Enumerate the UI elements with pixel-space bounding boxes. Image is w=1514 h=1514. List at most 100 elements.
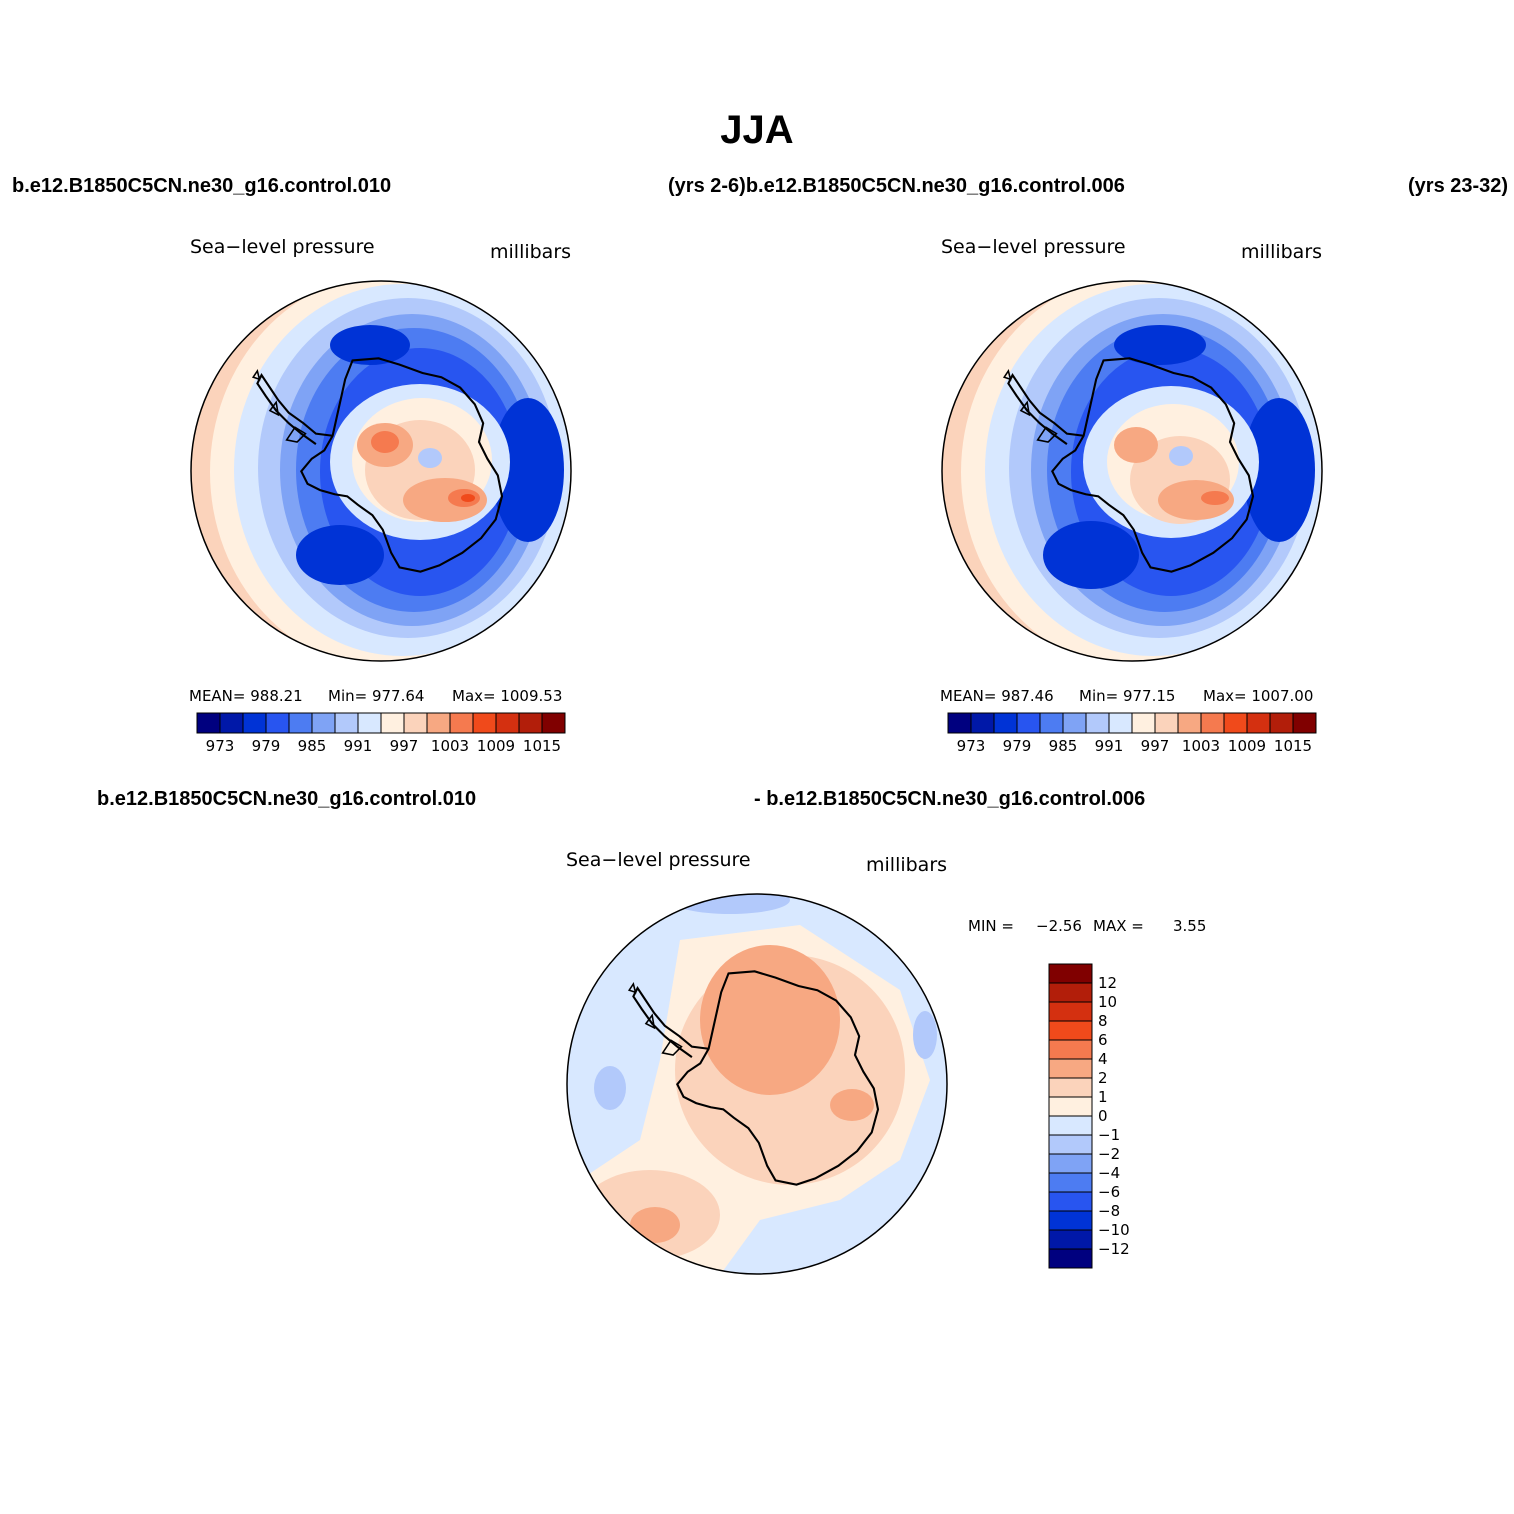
panel1-field-label: Sea−level pressure [190, 236, 375, 258]
map-panel-case1 [190, 280, 572, 662]
colorbar-swatch [1048, 1115, 1093, 1136]
map-panel-difference [566, 893, 948, 1275]
colorbar-tick-label: 973 [206, 737, 235, 755]
colorbar-swatch [1154, 712, 1179, 734]
panel3-field-label: Sea−level pressure [566, 849, 751, 871]
colorbar-tick-label: 1003 [431, 737, 469, 755]
colorbar-swatch [1131, 712, 1156, 734]
panel1-max: Max= 1009.53 [452, 687, 563, 705]
colorbar-swatch [1062, 712, 1087, 734]
panel2-units-label: millibars [1241, 241, 1323, 263]
colorbar-swatch [1269, 712, 1294, 734]
case-name-top-right: (yrs 23-32) [1408, 175, 1509, 197]
map-panel-case2 [941, 280, 1323, 662]
colorbar-swatch [357, 712, 382, 734]
panel1-units-label: millibars [490, 241, 572, 263]
colorbar-tick-label: 979 [252, 737, 281, 755]
colorbar-tick-label: 1015 [1274, 737, 1312, 755]
colorbar-swatch [1048, 1058, 1093, 1079]
colorbar-swatch [1039, 712, 1064, 734]
colorbar-swatch [449, 712, 474, 734]
colorbar-tick-label: 4 [1098, 1050, 1108, 1068]
colorbar-swatch [1048, 1248, 1093, 1269]
colorbar-swatch [993, 712, 1018, 734]
colorbar-swatch [1177, 712, 1202, 734]
colorbar-swatch [1085, 712, 1110, 734]
colorbar-swatch [403, 712, 428, 734]
colorbar-tick-label: −1 [1098, 1126, 1120, 1144]
colorbar-tick-label: 2 [1098, 1069, 1108, 1087]
colorbar-swatch [541, 712, 566, 734]
colorbar-swatch [265, 712, 290, 734]
colorbar-swatch [1048, 1191, 1093, 1212]
colorbar-tick-label: 1009 [477, 737, 515, 755]
colorbar-swatch [1200, 712, 1225, 734]
colorbar-swatch [1048, 982, 1093, 1003]
colorbar-swatch [1048, 1172, 1093, 1193]
colorbar-swatch [1108, 712, 1133, 734]
colorbar-swatch [1048, 1134, 1093, 1155]
colorbar-swatch [288, 712, 313, 734]
colorbar-swatch [1048, 1039, 1093, 1060]
colorbar-tick-label: −2 [1098, 1145, 1120, 1163]
colorbar-tick-label: −4 [1098, 1164, 1120, 1182]
colorbar-tick-label: 985 [1049, 737, 1078, 755]
colorbar-swatch [334, 712, 359, 734]
colorbar-swatch [1048, 1229, 1093, 1250]
colorbar-tick-label: 997 [1141, 737, 1170, 755]
colorbar-tick-label: 12 [1098, 974, 1117, 992]
colorbar-swatch [1048, 1210, 1093, 1231]
panel3-units-label: millibars [866, 854, 948, 876]
colorbar-swatch [1016, 712, 1041, 734]
panel2-max: Max= 1007.00 [1203, 687, 1314, 705]
colorbar-swatch [1048, 1020, 1093, 1041]
colorbar-tick-label: 8 [1098, 1012, 1108, 1030]
panel2-mean: MEAN= 987.46 [940, 687, 1054, 705]
colorbar-swatch [426, 712, 451, 734]
colorbar-tick-label: −8 [1098, 1202, 1120, 1220]
colorbar-swatch [1048, 1001, 1093, 1022]
colorbar-tick-label: 991 [1095, 737, 1124, 755]
colorbar-tick-label: 10 [1098, 993, 1117, 1011]
colorbar-tick-label: 1015 [523, 737, 561, 755]
colorbar-swatch [219, 712, 244, 734]
case-name-diff-right: - b.e12.B1850C5CN.ne30_g16.control.006 [754, 788, 1146, 810]
colorbar-swatch [1246, 712, 1271, 734]
colorbar-tick-label: 997 [390, 737, 419, 755]
colorbar-tick-label: 973 [957, 737, 986, 755]
colorbar-swatch [1223, 712, 1248, 734]
colorbar-tick-label: −10 [1098, 1221, 1130, 1239]
colorbar-tick-label: −6 [1098, 1183, 1120, 1201]
colorbar-tick-label: −12 [1098, 1240, 1130, 1258]
case-name-top-middle: (yrs 2-6)b.e12.B1850C5CN.ne30_g16.contro… [668, 175, 1125, 197]
colorbar-swatch [1048, 963, 1093, 984]
colorbar-tick-label: 979 [1003, 737, 1032, 755]
colorbar-swatch [495, 712, 520, 734]
panel3-max-label: MAX = [1093, 917, 1144, 935]
colorbar-swatch [242, 712, 267, 734]
colorbar-case1: 973 979 985 991 997 1003 1009 1015 [196, 712, 566, 755]
colorbar-tick-label: 1003 [1182, 737, 1220, 755]
panel3-min-value: −2.56 [1036, 917, 1082, 935]
colorbar-swatch [947, 712, 972, 734]
colorbar-swatch [518, 712, 543, 734]
colorbar-tick-label: 6 [1098, 1031, 1108, 1049]
colorbar-swatch [1048, 1153, 1093, 1174]
panel1-min: Min= 977.64 [328, 687, 425, 705]
colorbar-swatch [311, 712, 336, 734]
colorbar-swatch [380, 712, 405, 734]
panel3-min-label: MIN = [968, 917, 1014, 935]
case-name-top-left: b.e12.B1850C5CN.ne30_g16.control.010 [12, 175, 392, 197]
colorbar-tick-label: 985 [298, 737, 327, 755]
colorbar-swatch [1048, 1077, 1093, 1098]
colorbar-swatch [472, 712, 497, 734]
colorbar-swatch [196, 712, 221, 734]
panel2-min: Min= 977.15 [1079, 687, 1176, 705]
colorbar-tick-label: 991 [344, 737, 373, 755]
colorbar-tick-label: 1 [1098, 1088, 1108, 1106]
panel2-field-label: Sea−level pressure [941, 236, 1126, 258]
figure-title: JJA [720, 108, 794, 152]
colorbar-tick-label: 0 [1098, 1107, 1108, 1125]
